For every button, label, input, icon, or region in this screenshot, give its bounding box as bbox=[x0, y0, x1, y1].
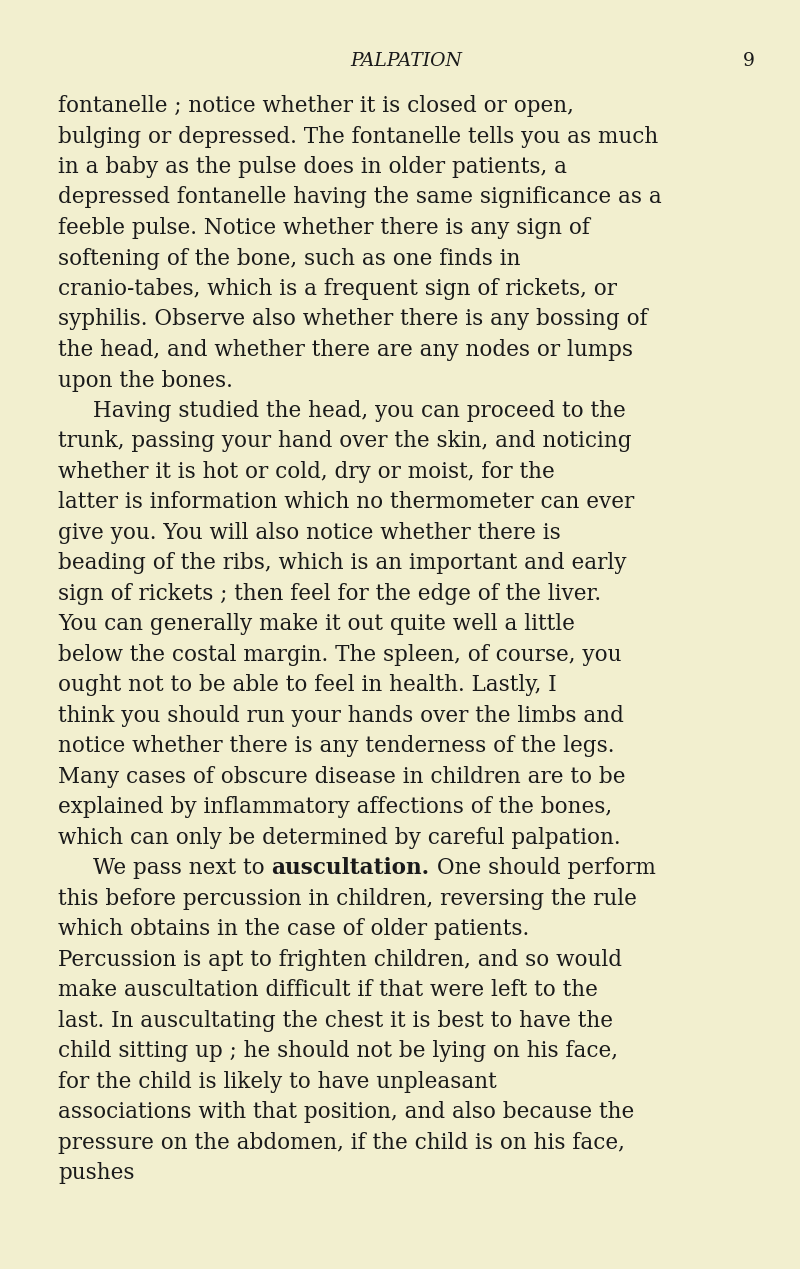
Text: You can generally make it out quite well a little: You can generally make it out quite well… bbox=[58, 613, 575, 636]
Text: pushes: pushes bbox=[58, 1162, 134, 1184]
Text: syphilis. Observe also whether there is any bossing of: syphilis. Observe also whether there is … bbox=[58, 308, 648, 330]
Text: We pass next to: We pass next to bbox=[93, 858, 271, 879]
Text: upon the bones.: upon the bones. bbox=[58, 369, 233, 392]
Text: auscultation.: auscultation. bbox=[271, 858, 430, 879]
Text: pressure on the abdomen, if the child is on his face,: pressure on the abdomen, if the child is… bbox=[58, 1132, 625, 1154]
Text: explained by inflammatory affections of the bones,: explained by inflammatory affections of … bbox=[58, 797, 612, 819]
Text: fontanelle ; notice whether it is closed or open,: fontanelle ; notice whether it is closed… bbox=[58, 95, 574, 117]
Text: associations with that position, and also because the: associations with that position, and als… bbox=[58, 1101, 634, 1123]
Text: last. In auscultating the chest it is best to have the: last. In auscultating the chest it is be… bbox=[58, 1010, 613, 1032]
Text: cranio-tabes, which is a frequent sign of rickets, or: cranio-tabes, which is a frequent sign o… bbox=[58, 278, 617, 299]
Text: in a baby as the pulse does in older patients, a: in a baby as the pulse does in older pat… bbox=[58, 156, 567, 178]
Text: sign of rickets ; then feel for the edge of the liver.: sign of rickets ; then feel for the edge… bbox=[58, 582, 601, 605]
Text: whether it is hot or cold, dry or moist, for the: whether it is hot or cold, dry or moist,… bbox=[58, 461, 554, 483]
Text: make auscultation difficult if that were left to the: make auscultation difficult if that were… bbox=[58, 980, 598, 1001]
Text: One should perform: One should perform bbox=[430, 858, 655, 879]
Text: Having studied the head, you can proceed to the: Having studied the head, you can proceed… bbox=[93, 400, 626, 423]
Text: depressed fontanelle having the same significance as a: depressed fontanelle having the same sig… bbox=[58, 187, 662, 208]
Text: ought not to be able to feel in health. Lastly, I: ought not to be able to feel in health. … bbox=[58, 675, 557, 697]
Text: Many cases of obscure disease in children are to be: Many cases of obscure disease in childre… bbox=[58, 766, 626, 788]
Text: feeble pulse. Notice whether there is any sign of: feeble pulse. Notice whether there is an… bbox=[58, 217, 590, 239]
Text: which obtains in the case of older patients.: which obtains in the case of older patie… bbox=[58, 919, 530, 940]
Text: softening of the bone, such as one finds in: softening of the bone, such as one finds… bbox=[58, 247, 521, 269]
Text: latter is information which no thermometer can ever: latter is information which no thermomet… bbox=[58, 491, 634, 514]
Text: Percussion is apt to frighten children, and so would: Percussion is apt to frighten children, … bbox=[58, 949, 622, 971]
Text: this before percussion in children, reversing the rule: this before percussion in children, reve… bbox=[58, 888, 637, 910]
Text: give you. You will also notice whether there is: give you. You will also notice whether t… bbox=[58, 522, 561, 544]
Text: 9: 9 bbox=[743, 52, 755, 70]
Text: trunk, passing your hand over the skin, and noticing: trunk, passing your hand over the skin, … bbox=[58, 430, 632, 453]
Text: which can only be determined by careful palpation.: which can only be determined by careful … bbox=[58, 827, 621, 849]
Text: PALPATION: PALPATION bbox=[350, 52, 462, 70]
Text: beading of the ribs, which is an important and early: beading of the ribs, which is an importa… bbox=[58, 552, 626, 575]
Text: below the costal margin. The spleen, of course, you: below the costal margin. The spleen, of … bbox=[58, 643, 622, 666]
Text: think you should run your hands over the limbs and: think you should run your hands over the… bbox=[58, 706, 624, 727]
Text: notice whether there is any tenderness of the legs.: notice whether there is any tenderness o… bbox=[58, 736, 614, 758]
Text: child sitting up ; he should not be lying on his face,: child sitting up ; he should not be lyin… bbox=[58, 1041, 618, 1062]
Text: for the child is likely to have unpleasant: for the child is likely to have unpleasa… bbox=[58, 1071, 497, 1093]
Text: bulging or depressed. The fontanelle tells you as much: bulging or depressed. The fontanelle tel… bbox=[58, 126, 658, 147]
Text: the head, and whether there are any nodes or lumps: the head, and whether there are any node… bbox=[58, 339, 633, 360]
